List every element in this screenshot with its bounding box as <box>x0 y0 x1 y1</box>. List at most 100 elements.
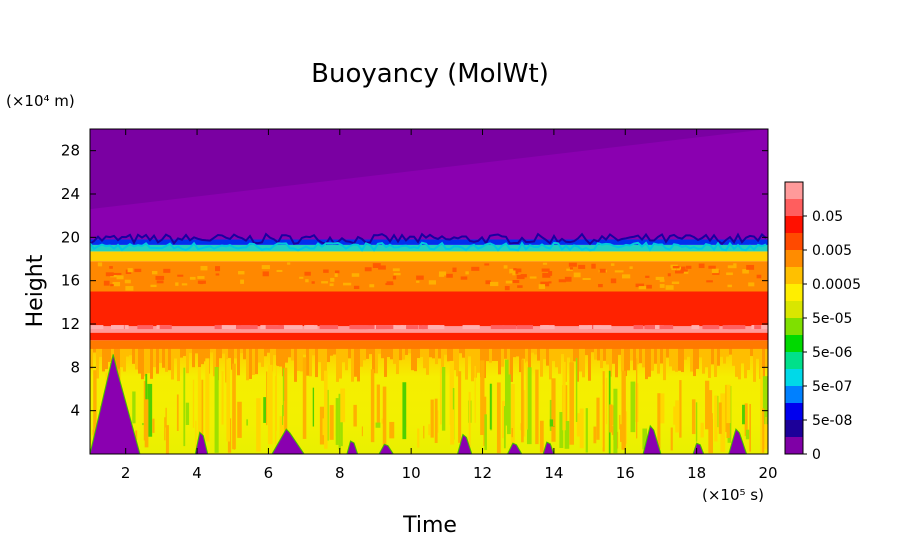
heatmap-speckle <box>484 263 490 266</box>
heatmap-drip <box>549 348 552 380</box>
heatmap-drip <box>459 348 462 354</box>
plot-frame <box>89 128 769 455</box>
heatmap-streak <box>762 408 765 453</box>
heatmap-drip <box>330 348 333 356</box>
heatmap-speckle <box>215 266 221 272</box>
heatmap-streak <box>496 382 501 454</box>
heatmap-drip <box>267 348 270 353</box>
heatmap-drip <box>465 348 468 380</box>
heatmap-speckle <box>756 274 762 279</box>
heatmap-streak <box>705 380 710 430</box>
x-tick-label: 14 <box>544 464 563 482</box>
heatmap-band <box>90 340 768 352</box>
heatmap-speckle <box>675 270 684 274</box>
heatmap-speckle <box>163 268 171 273</box>
heatmap-streak <box>675 400 680 433</box>
heatmap-streak <box>165 407 167 428</box>
heatmap-drip <box>291 348 294 361</box>
heatmap-speckle <box>505 280 513 284</box>
heatmap-drip <box>585 348 588 356</box>
heatmap-speckle <box>578 264 586 269</box>
heatmap-speckle <box>351 273 360 277</box>
heatmap-drip <box>312 348 315 356</box>
heatmap-streak <box>673 406 678 425</box>
heatmap-drip <box>702 348 705 374</box>
heatmap-drip <box>96 348 99 379</box>
heatmap-speckle <box>155 275 165 280</box>
heatmap-speckle <box>438 271 447 276</box>
heatmap-speckle <box>540 281 550 287</box>
heatmap-streak <box>636 358 638 439</box>
heatmap-drip <box>201 348 204 365</box>
heatmap-speckle <box>97 262 103 267</box>
heatmap-drip <box>372 348 375 374</box>
heatmap-drip <box>141 348 144 380</box>
heatmap-speckle <box>276 269 283 272</box>
heatmap-drip <box>354 348 357 377</box>
chart-title: Buoyancy (MolWt) <box>311 59 549 89</box>
heatmap-streak <box>726 408 730 439</box>
heatmap-upper-wedge <box>90 129 768 210</box>
heatmap-streak <box>246 419 249 426</box>
heatmap-speckle <box>323 269 329 273</box>
heatmap-speckle <box>610 263 615 266</box>
heatmap-speckle <box>558 279 566 283</box>
heatmap-speckle <box>513 268 517 273</box>
heatmap-drip <box>456 348 459 377</box>
heatmap-drip <box>414 348 417 372</box>
heatmap-speckle <box>378 265 386 270</box>
heatmap-speckle <box>177 274 184 277</box>
heatmap-drip <box>171 348 174 380</box>
heatmap-speckle <box>542 262 548 265</box>
heatmap-streak <box>553 405 555 426</box>
heatmap-streak <box>749 403 751 452</box>
heatmap-speckle <box>698 263 705 269</box>
heatmap-streak <box>602 371 605 452</box>
heatmap-streak <box>670 427 673 451</box>
heatmap-pink-streak <box>214 325 229 330</box>
heatmap-speckle <box>529 276 537 279</box>
heatmap-speckle <box>103 280 110 286</box>
heatmap-drip <box>765 348 768 367</box>
heatmap-drip <box>504 348 507 359</box>
heatmap-streak <box>147 383 153 437</box>
heatmap-pink-streak <box>421 325 429 330</box>
x-multiplier: (×10⁵ s) <box>702 486 764 504</box>
heatmap-speckle <box>591 263 596 269</box>
heatmap-pink-streak <box>363 325 379 330</box>
heatmap-speckle <box>416 280 420 283</box>
heatmap-drip <box>318 348 321 363</box>
heatmap-drip <box>648 348 651 377</box>
heatmap-drip <box>759 348 762 379</box>
heatmap-speckle <box>667 273 671 277</box>
heatmap-streak <box>619 424 624 442</box>
heatmap-drip <box>174 348 177 359</box>
heatmap-drip <box>513 348 516 358</box>
heatmap-drip <box>669 348 672 367</box>
heatmap-streak <box>361 426 363 437</box>
y-tick-label: 12 <box>61 315 80 333</box>
heatmap-drip <box>609 348 612 377</box>
heatmap-drip <box>255 348 258 375</box>
heatmap-streak <box>152 418 155 433</box>
heatmap-streak <box>376 384 380 428</box>
heatmap-speckle <box>635 283 645 288</box>
heatmap-streak <box>93 370 97 446</box>
heatmap-speckle <box>548 281 552 284</box>
heatmap-speckle <box>706 280 713 283</box>
heatmap-drip <box>360 348 363 367</box>
heatmap-streak <box>630 381 636 433</box>
heatmap-drip <box>561 348 564 355</box>
heatmap-speckle <box>665 285 674 290</box>
heatmap-streak <box>353 404 357 427</box>
colorbar-swatch <box>785 216 803 233</box>
heatmap-speckle <box>261 265 270 270</box>
heatmap-pink-streak <box>319 325 339 330</box>
heatmap-speckle <box>564 276 572 282</box>
heatmap-speckle <box>189 276 196 280</box>
heatmap-drip <box>624 348 627 377</box>
heatmap-pink-streak <box>578 325 592 330</box>
heatmap-speckle <box>438 274 445 277</box>
heatmap-speckle <box>490 281 499 287</box>
heatmap-speckle <box>287 262 291 265</box>
